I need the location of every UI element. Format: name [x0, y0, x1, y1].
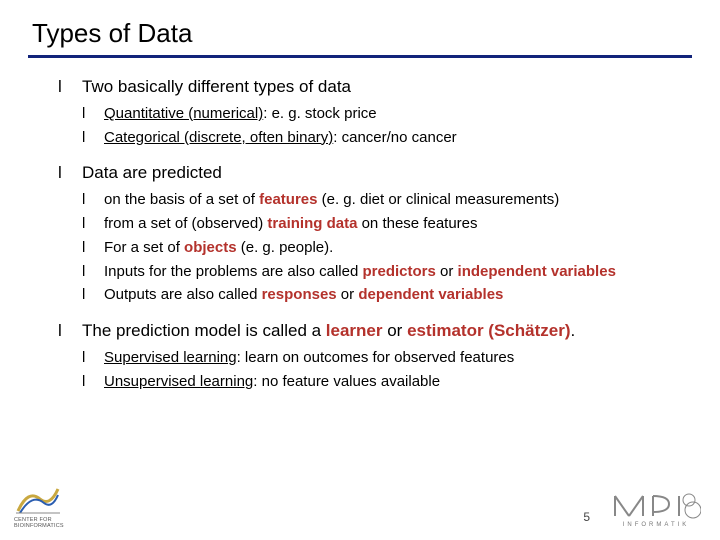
- bullet-text: Categorical (discrete, often binary): ca…: [104, 127, 457, 149]
- bullet-text: Two basically different types of data: [82, 76, 351, 99]
- bullet-glyph: l: [82, 347, 104, 369]
- bullet-text: For a set of objects (e. g. people).: [104, 237, 333, 259]
- bullet-text: Supervised learning: learn on outcomes f…: [104, 347, 514, 369]
- slide-title: Types of Data: [32, 18, 692, 49]
- bullet-glyph: l: [82, 103, 104, 125]
- bullet-text: The prediction model is called a learner…: [82, 320, 575, 343]
- bullet-level2-group: l on the basis of a set of features (e. …: [58, 189, 682, 306]
- bullet-level2: l on the basis of a set of features (e. …: [82, 189, 682, 211]
- bullet-level2: l from a set of (observed) training data…: [82, 213, 682, 235]
- bullet-glyph: l: [58, 320, 82, 343]
- bullet-level2: l Categorical (discrete, often binary): …: [82, 127, 682, 149]
- bioinformatics-logo-icon: [14, 483, 62, 517]
- bullet-level1: l Two basically different types of data: [58, 76, 682, 99]
- bullet-glyph: l: [82, 284, 104, 306]
- bullet-level2: l For a set of objects (e. g. people).: [82, 237, 682, 259]
- bullet-level2-group: l Quantitative (numerical): e. g. stock …: [58, 103, 682, 149]
- bullet-level2: l Quantitative (numerical): e. g. stock …: [82, 103, 682, 125]
- bullet-glyph: l: [82, 189, 104, 211]
- bullet-text: Data are predicted: [82, 162, 222, 185]
- bullet-level2: l Unsupervised learning: no feature valu…: [82, 371, 682, 393]
- logo-right-label: INFORMATIK: [606, 522, 706, 528]
- logo-left: CENTER FOR BIOINFORMATICS: [14, 483, 74, 530]
- bullet-text: on the basis of a set of features (e. g.…: [104, 189, 559, 211]
- bullet-text: Outputs are also called responses or dep…: [104, 284, 503, 306]
- bullet-glyph: l: [82, 127, 104, 149]
- bullet-text: Unsupervised learning: no feature values…: [104, 371, 440, 393]
- title-rule: [28, 55, 692, 58]
- bullet-level1: l Data are predicted: [58, 162, 682, 185]
- bullet-level2: l Inputs for the problems are also calle…: [82, 261, 682, 283]
- bullet-level2: l Supervised learning: learn on outcomes…: [82, 347, 682, 369]
- logo-right: INFORMATIK: [606, 490, 706, 528]
- bullet-glyph: l: [58, 162, 82, 185]
- logo-left-label: CENTER FOR BIOINFORMATICS: [14, 518, 74, 530]
- bullet-glyph: l: [82, 261, 104, 283]
- bullet-glyph: l: [82, 213, 104, 235]
- page-number: 5: [583, 510, 590, 524]
- bullet-level2-group: l Supervised learning: learn on outcomes…: [58, 347, 682, 393]
- bullet-glyph: l: [82, 371, 104, 393]
- slide-footer: CENTER FOR BIOINFORMATICS 5 INFORMATIK: [0, 478, 720, 534]
- bullet-glyph: l: [58, 76, 82, 99]
- bullet-glyph: l: [82, 237, 104, 259]
- slide: Types of Data l Two basically different …: [0, 0, 720, 540]
- bullet-text: Inputs for the problems are also called …: [104, 261, 616, 283]
- bullet-text: from a set of (observed) training data o…: [104, 213, 478, 235]
- mpi-logo-icon: [611, 490, 701, 520]
- bullet-text: Quantitative (numerical): e. g. stock pr…: [104, 103, 377, 125]
- bullet-level2: l Outputs are also called responses or d…: [82, 284, 682, 306]
- slide-content: l Two basically different types of data …: [28, 76, 692, 393]
- bullet-level1: l The prediction model is called a learn…: [58, 320, 682, 343]
